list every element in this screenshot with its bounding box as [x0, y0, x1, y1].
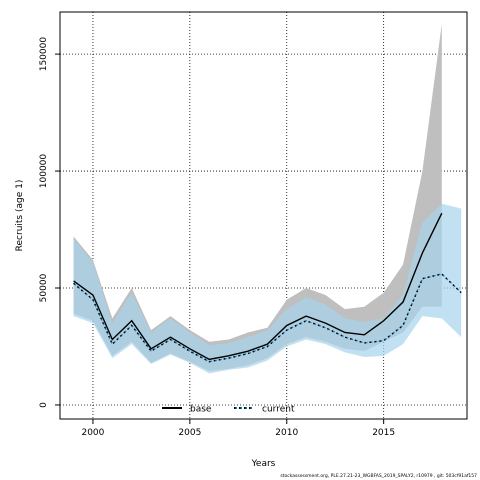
- legend-current-label: current: [262, 405, 295, 415]
- point-current-2003: [150, 351, 151, 352]
- point-current-2008: [247, 353, 248, 354]
- point-base-2000: [92, 294, 93, 295]
- plot-frame: [59, 11, 468, 420]
- point-base-2012: [325, 322, 326, 323]
- line-current-overlay: [73, 273, 462, 363]
- series-lines: [73, 212, 462, 363]
- y-axis-title: Recruits (age 1): [15, 180, 25, 252]
- point-base-2010: [286, 325, 287, 326]
- point-base-2003: [150, 348, 151, 349]
- y-tick-label-100000: 100000: [39, 154, 49, 189]
- point-current-2011: [306, 320, 307, 321]
- y-tick-label-150000: 150000: [39, 37, 49, 72]
- point-base-2005: [189, 348, 190, 349]
- x-axis-title: Years: [251, 459, 276, 469]
- point-base-2018: [441, 213, 442, 214]
- point-current-2004: [170, 339, 171, 340]
- point-base-2006: [209, 359, 210, 360]
- point-base-2007: [228, 355, 229, 356]
- point-base-2008: [247, 351, 248, 352]
- point-base-2004: [170, 337, 171, 338]
- x-axis-ticks: 2000 2005 2010 2015: [81, 419, 395, 438]
- y-axis-ticks: 0 50000 100000 150000: [39, 37, 60, 408]
- point-current-2010: [286, 330, 287, 331]
- point-base-1999: [73, 280, 74, 281]
- point-base-2017: [422, 252, 423, 253]
- point-current-2014: [364, 342, 365, 343]
- legend-base-label: base: [190, 405, 212, 415]
- point-base-2015: [383, 320, 384, 321]
- point-current-2012: [325, 327, 326, 328]
- footer-credit: stockassessment.org, PLE.27.21-23_WGBFAS…: [280, 473, 477, 479]
- point-current-2007: [228, 358, 229, 359]
- x-tick-label-2000: 2000: [81, 428, 104, 438]
- point-current-2009: [267, 346, 268, 347]
- point-current-2016: [402, 325, 403, 326]
- point-base-2002: [131, 320, 132, 321]
- point-base-2001: [112, 339, 113, 340]
- point-current-2000: [92, 299, 93, 300]
- point-current-2006: [209, 361, 210, 362]
- point-current-2005: [189, 351, 190, 352]
- point-current-2019: [461, 292, 462, 293]
- point-base-2016: [402, 301, 403, 302]
- legend: base current: [162, 405, 295, 415]
- point-base-2014: [364, 334, 365, 335]
- point-base-2013: [344, 332, 345, 333]
- y-tick-label-50000: 50000: [39, 273, 49, 302]
- x-tick-label-2005: 2005: [178, 428, 201, 438]
- point-current-2013: [344, 337, 345, 338]
- x-tick-label-2010: 2010: [275, 428, 298, 438]
- point-current-2002: [131, 325, 132, 326]
- point-base-2011: [306, 315, 307, 316]
- point-current-2018: [441, 273, 442, 274]
- band-current: [73, 203, 462, 374]
- x-tick-label-2015: 2015: [372, 428, 395, 438]
- point-current-2015: [383, 340, 384, 341]
- point-current-2017: [422, 278, 423, 279]
- y-tick-label-0: 0: [39, 402, 49, 408]
- point-current-1999: [73, 283, 74, 284]
- point-current-2001: [112, 344, 113, 345]
- point-base-2009: [267, 344, 268, 345]
- line-base: [73, 212, 443, 361]
